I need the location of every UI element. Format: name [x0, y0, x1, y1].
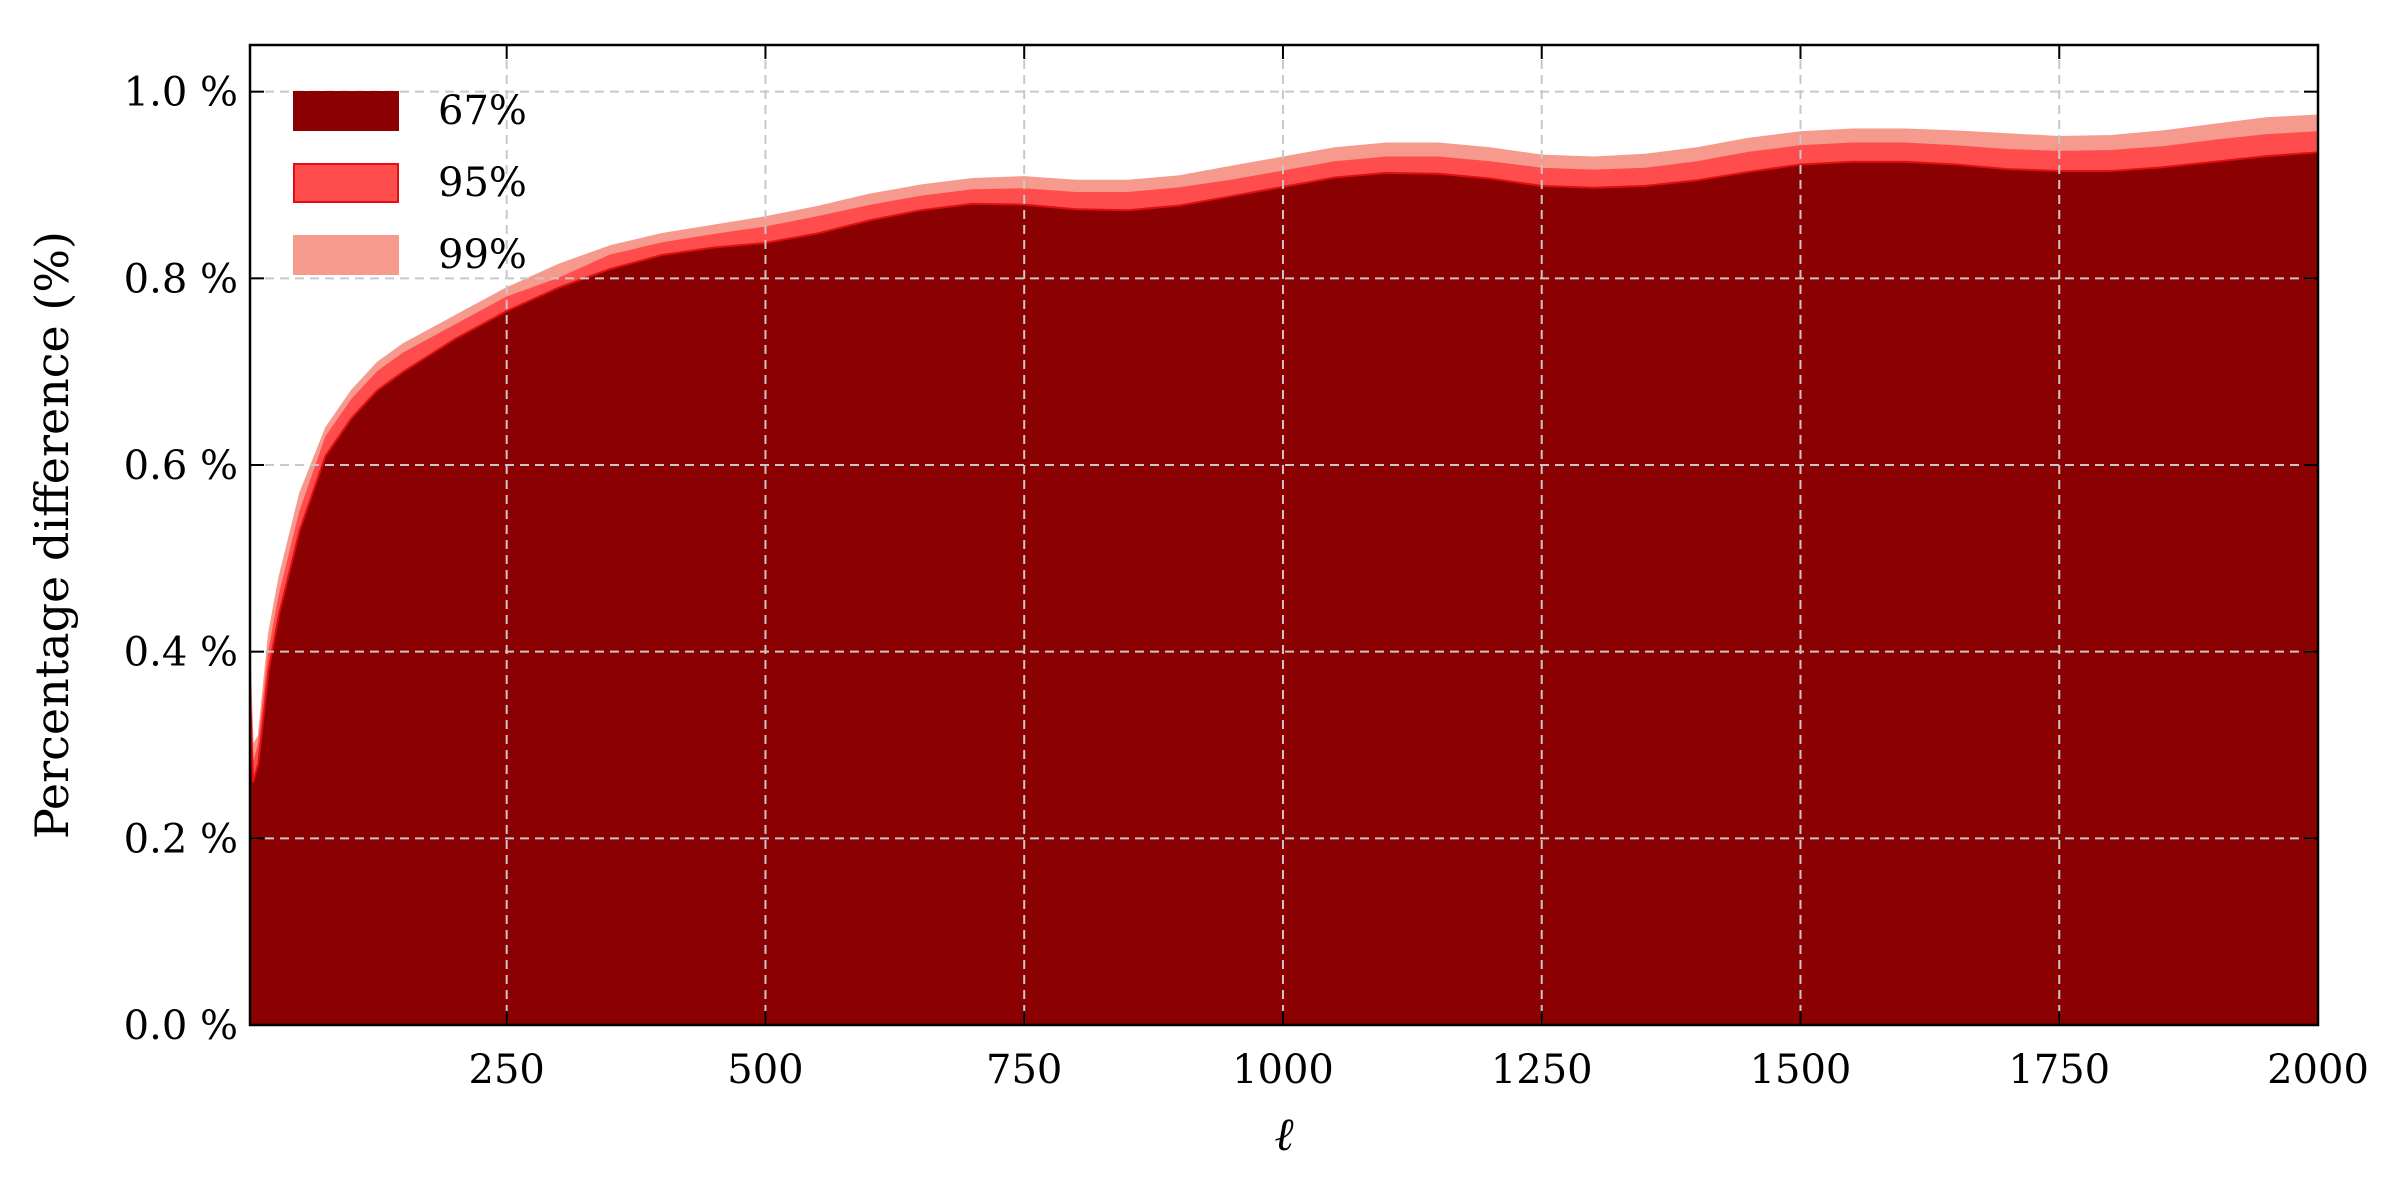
x-tick-label: 1000 [1232, 1047, 1334, 1093]
y-tick-label: 0.2 % [124, 816, 238, 862]
x-tick-labels: 250 500 750 1000 1250 1500 1750 2000 [469, 1047, 2369, 1093]
x-tick-label: 500 [727, 1047, 803, 1093]
y-axis-label: Percentage difference (%) [25, 231, 79, 839]
legend: 67% 95% 99% [293, 88, 527, 278]
y-tick-label: 0.0 % [124, 1003, 238, 1049]
legend-label-67: 67% [438, 88, 527, 134]
legend-label-99: 99% [438, 232, 527, 278]
x-tick-label: 2000 [2267, 1047, 2369, 1093]
axis-ticks [250, 45, 2319, 1026]
plot-frame [248, 43, 2320, 1027]
x-tick-label: 750 [986, 1047, 1062, 1093]
y-tick-label: 0.4 % [124, 630, 238, 676]
legend-swatch-99 [293, 235, 399, 275]
x-tick-label: 1500 [1750, 1047, 1852, 1093]
y-tick-label: 0.6 % [124, 443, 238, 489]
y-tick-label: 1.0 % [124, 70, 238, 116]
x-tick-label: 250 [469, 1047, 545, 1093]
x-tick-label: 1250 [1491, 1047, 1593, 1093]
legend-swatch-67 [293, 91, 399, 131]
legend-label-95: 95% [438, 160, 527, 206]
y-tick-labels: 0.0 % 0.2 % 0.4 % 0.6 % 0.8 % 1.0 % [124, 70, 238, 1049]
legend-swatch-95 [293, 163, 399, 203]
x-tick-label: 1750 [2008, 1047, 2110, 1093]
x-axis-label: ℓ [1274, 1107, 1294, 1161]
y-tick-label: 0.8 % [124, 256, 238, 302]
area-series-67 [249, 151, 2319, 1026]
